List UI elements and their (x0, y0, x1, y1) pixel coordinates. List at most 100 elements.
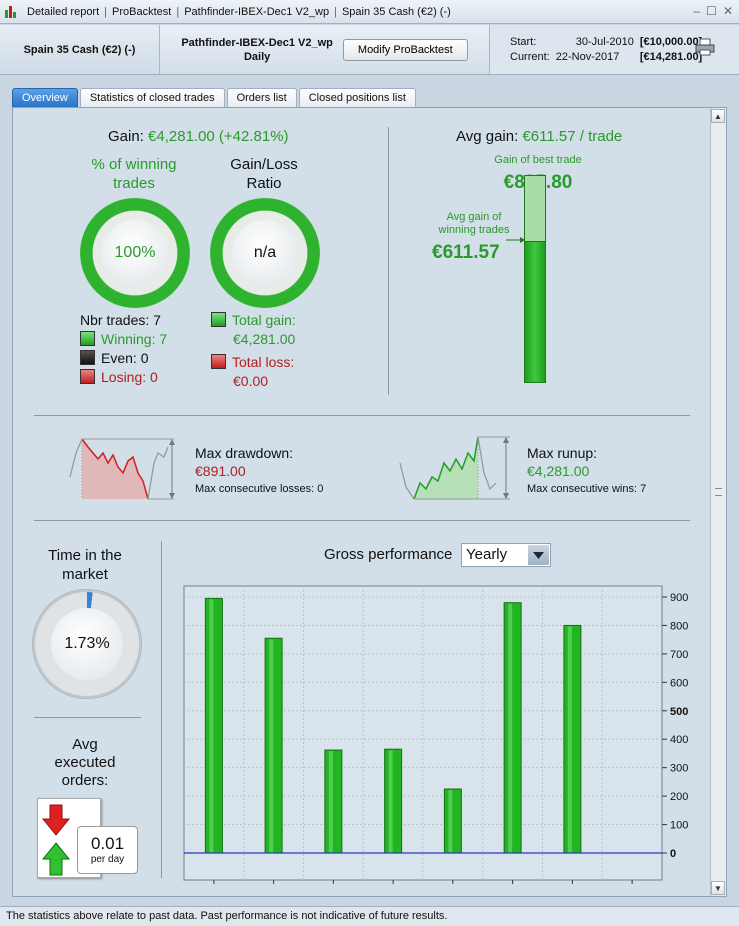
section-divider (161, 541, 162, 878)
bar-2014 (443, 788, 462, 854)
tab-orders-list[interactable]: Orders list (226, 88, 297, 107)
runup-value: €4,281.00 (527, 463, 590, 479)
orders-title-line2: executed (54, 754, 116, 771)
orders-title-line3: orders: (61, 772, 109, 789)
drawdown-value: €891.00 (195, 463, 246, 479)
avg-pointer-arrow-icon (506, 237, 525, 243)
y-tick-label: 900 (670, 592, 688, 604)
bar-highlight-2015 (508, 603, 513, 853)
drawdown-sparkline (69, 438, 175, 500)
y-tick-label: 0 (670, 848, 676, 860)
total-gain-value: €4,281.00 (233, 331, 296, 347)
losing-legend-swatch (80, 369, 95, 384)
runup-sparkline (399, 436, 510, 500)
minimize-icon[interactable]: – (693, 4, 701, 18)
strategy-cell: Pathfinder-IBEX-Dec1 V2_wp Daily Modify … (160, 25, 490, 74)
buy-sell-arrows-icon (42, 804, 71, 876)
restore-icon[interactable]: ☐ (706, 4, 717, 18)
close-icon[interactable]: ✕ (722, 4, 733, 18)
print-icon[interactable] (695, 38, 715, 56)
breadcrumb-separator: | (334, 5, 337, 18)
y-tick-label: 500 (670, 706, 688, 718)
section-divider (34, 415, 690, 416)
breadcrumb-instrument[interactable]: Spain 35 Cash (€2) (-) (341, 5, 451, 18)
gainloss-ring: n/a (210, 198, 320, 308)
breadcrumb-separator: | (104, 5, 108, 18)
breadcrumb-strategy[interactable]: Pathfinder-IBEX-Dec1 V2_wp (184, 5, 330, 18)
scroll-down-icon[interactable]: ▼ (711, 881, 725, 895)
y-tick-label: 800 (670, 620, 688, 632)
avg-gain-bar (524, 175, 546, 383)
vertical-scrollbar[interactable]: ▲ ▼ (710, 108, 726, 896)
runup-info: Max runup: €4,281.00 Max consecutive win… (527, 444, 646, 498)
y-tick-label: 200 (670, 791, 688, 803)
winning-percent: 100% (102, 220, 168, 286)
gross-performance-chart: 0100200300400500600700800900201020112012… (183, 585, 688, 884)
avg-winning-line1: Avg gain of (446, 211, 502, 223)
bar-highlight-2016 (567, 626, 572, 853)
section-divider (34, 520, 690, 521)
best-trade-label: Gain of best trade (494, 154, 582, 166)
total-loss-label: Total loss: (232, 354, 295, 370)
scroll-grip-icon[interactable] (715, 488, 722, 496)
current-date: 22-Nov-2017 (555, 50, 620, 63)
gainloss-title-line2: Ratio (246, 175, 282, 192)
period-cell: Start: 30-Jul-2010 [€10,000.00] Current:… (490, 25, 739, 74)
breadcrumb-probacktest[interactable]: ProBacktest (112, 5, 172, 18)
tab-overview[interactable]: Overview (12, 88, 78, 107)
breadcrumb-detailed-report[interactable]: Detailed report (27, 5, 100, 18)
total-gain-label: Total gain: (232, 312, 296, 328)
avg-winning-value: €611.57 (432, 242, 500, 263)
period-select[interactable]: Yearly (461, 543, 551, 567)
bar-highlight-2012 (328, 751, 333, 853)
winning-trades-title: % of winning trades (72, 155, 196, 193)
nbr-trades: Nbr trades: 7 (80, 312, 161, 328)
current-label: Current: (510, 50, 550, 63)
drawdown-consecutive: Max consecutive losses: 0 (195, 483, 324, 495)
time-market-line2: market (62, 566, 108, 583)
winning-title-line1: % of winning (91, 156, 177, 173)
gain-label: Gain: (108, 128, 144, 145)
disclaimer-footer: The statistics above relate to past data… (0, 906, 739, 926)
app-chart-icon (4, 5, 18, 19)
tab-closed-positions-list[interactable]: Closed positions list (298, 88, 416, 107)
runup-label: Max runup: (527, 445, 598, 461)
bar-highlight-2010 (209, 599, 214, 853)
bar-2012 (324, 749, 343, 854)
time-in-market-value: 1.73% (51, 608, 123, 680)
drawdown-info: Max drawdown: €891.00 Max consecutive lo… (195, 444, 323, 498)
start-label: Start: (510, 35, 537, 48)
drawdown-label: Max drawdown: (195, 445, 294, 461)
chevron-down-icon[interactable] (528, 545, 549, 565)
orders-per-day-unit: per day (90, 854, 125, 865)
window-controls: – ☐ ✕ (693, 4, 733, 18)
tab-statistics-closed-trades[interactable]: Statistics of closed trades (79, 88, 225, 107)
avg-gain-label: Avg gain: (456, 128, 519, 145)
gain-summary: Gain: €4,281.00 (+42.81%) (108, 128, 289, 145)
y-tick-label: 600 (670, 677, 688, 689)
orders-per-day-value: 0.01 (90, 834, 125, 853)
strategy-label: Pathfinder-IBEX-Dec1 V2_wp Daily (181, 36, 333, 64)
y-tick-label: 400 (670, 734, 688, 746)
bar-highlight-2011 (269, 639, 274, 853)
gross-performance-title: Gross performance (324, 546, 453, 563)
scroll-up-icon[interactable]: ▲ (711, 109, 725, 123)
orders-title-line1: Avg (72, 736, 98, 753)
winning-legend-swatch (80, 331, 95, 346)
total-loss-value: €0.00 (233, 373, 269, 389)
time-in-market-title: Time in the market (30, 546, 140, 584)
winning-trades-ring: 100% (80, 198, 190, 308)
avg-gain-bar-fill (525, 241, 545, 382)
period-select-value: Yearly (466, 546, 508, 563)
trades-breakdown: Nbr trades: 7 Winning: 7 Even: 0 Losing:… (80, 311, 167, 387)
avg-winning-label: Avg gain of winning trades (426, 211, 522, 237)
breadcrumb-separator: | (176, 5, 180, 18)
gainloss-ratio: n/a (232, 220, 298, 286)
even-legend-swatch (80, 350, 95, 365)
timeframe: Daily (243, 50, 271, 63)
bar-2011 (264, 637, 283, 854)
report-header: Spain 35 Cash (€2) (-) Pathfinder-IBEX-D… (0, 25, 739, 75)
modify-probacktest-button[interactable]: Modify ProBacktest (342, 38, 468, 61)
bar-2016 (563, 624, 582, 854)
gainloss-title-line1: Gain/Loss (230, 156, 298, 173)
